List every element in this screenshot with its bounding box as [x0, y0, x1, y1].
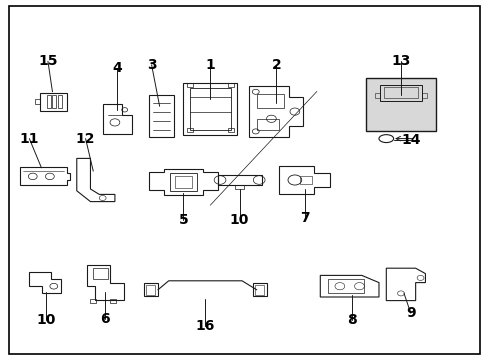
Text: 8: 8: [346, 314, 356, 327]
Bar: [169, 173, 197, 191]
Bar: [256, 94, 283, 108]
Bar: [252, 283, 266, 296]
Bar: [47, 95, 51, 108]
Bar: [234, 185, 244, 189]
Text: 5: 5: [178, 213, 188, 226]
Text: 6: 6: [100, 312, 110, 325]
Bar: [186, 83, 192, 87]
Text: 13: 13: [390, 54, 410, 68]
Text: 2: 2: [271, 58, 281, 72]
Bar: [149, 95, 173, 137]
Bar: [327, 279, 364, 293]
Bar: [189, 88, 230, 130]
Bar: [174, 176, 192, 188]
Bar: [299, 176, 311, 184]
Text: 7: 7: [299, 211, 309, 225]
Bar: [186, 128, 192, 132]
Text: 10: 10: [37, 314, 56, 327]
Text: 12: 12: [76, 132, 95, 145]
Text: 11: 11: [20, 132, 39, 145]
Bar: [183, 83, 237, 135]
Bar: [58, 95, 61, 108]
Text: 15: 15: [38, 54, 58, 68]
Bar: [256, 119, 278, 130]
Bar: [52, 95, 56, 108]
Bar: [227, 128, 233, 132]
Bar: [384, 87, 417, 98]
Bar: [110, 299, 116, 303]
Bar: [144, 283, 158, 296]
Bar: [380, 85, 421, 101]
Bar: [227, 83, 233, 87]
Bar: [90, 299, 96, 303]
Text: 4: 4: [112, 62, 122, 75]
Text: 10: 10: [229, 213, 249, 226]
Bar: [375, 93, 380, 98]
Bar: [421, 93, 426, 98]
Bar: [93, 268, 107, 279]
Bar: [35, 99, 40, 104]
Bar: [254, 285, 263, 295]
Text: 1: 1: [205, 58, 215, 72]
Text: 16: 16: [195, 319, 215, 333]
Text: 9: 9: [405, 306, 415, 320]
Bar: [146, 285, 155, 295]
Text: 14: 14: [400, 134, 420, 147]
Bar: [365, 78, 435, 131]
Text: 3: 3: [146, 58, 156, 72]
Bar: [40, 93, 67, 111]
